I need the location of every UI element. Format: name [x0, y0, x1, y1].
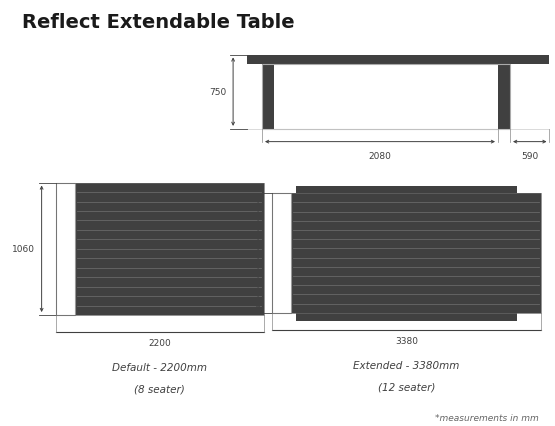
Bar	[56, 183, 264, 315]
Bar	[272, 194, 541, 313]
Text: 590: 590	[521, 152, 538, 161]
Text: Default - 2200mm: Default - 2200mm	[112, 362, 207, 372]
Bar	[247, 55, 549, 65]
Text: 935: 935	[234, 249, 251, 258]
Bar	[272, 194, 291, 313]
Bar	[498, 65, 510, 130]
Bar	[262, 65, 274, 130]
Bar	[262, 65, 510, 130]
Text: 2080: 2080	[369, 152, 391, 161]
Text: Extended - 3380mm: Extended - 3380mm	[354, 360, 460, 370]
Text: Reflect Extendable Table: Reflect Extendable Table	[22, 13, 295, 32]
Text: 2200: 2200	[148, 339, 171, 348]
Text: *measurements in mm: *measurements in mm	[435, 413, 538, 422]
Text: (8 seater): (8 seater)	[134, 383, 185, 393]
Bar	[56, 183, 264, 315]
Bar	[272, 194, 541, 313]
Text: (12 seater): (12 seater)	[378, 381, 435, 391]
Bar	[56, 183, 75, 315]
Text: 3380: 3380	[395, 337, 418, 345]
Bar	[56, 183, 75, 315]
Bar	[296, 186, 517, 194]
Bar	[272, 194, 291, 313]
Text: 750: 750	[209, 88, 226, 97]
Text: 1060: 1060	[12, 245, 35, 254]
Bar	[296, 313, 517, 321]
